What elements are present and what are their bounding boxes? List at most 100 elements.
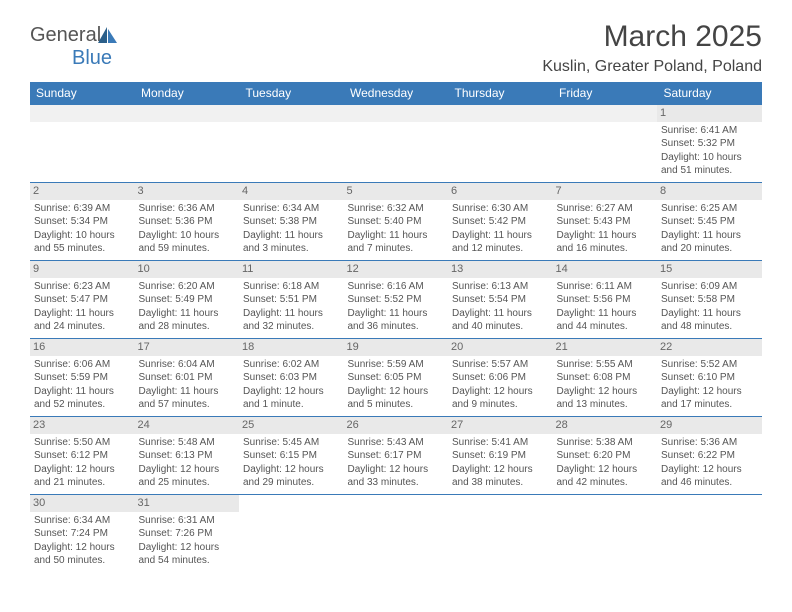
logo: General Blue [30,24,119,70]
calendar-table: Sunday Monday Tuesday Wednesday Thursday… [30,82,762,573]
calendar-cell [239,105,344,183]
logo-text-2: Blue [72,47,112,69]
sunrise-text: Sunrise: 6:36 AM [139,202,236,216]
col-thursday: Thursday [448,82,553,105]
daylight-text: Daylight: 10 hours and 51 minutes. [661,151,758,178]
calendar-week-row: 30 Sunrise: 6:34 AMSunset: 7:24 PM Dayligh… [30,495,762,573]
daylight-text: Daylight: 11 hours and 57 minutes. [139,385,236,412]
daylight-text: Daylight: 11 hours and 40 minutes. [452,307,549,334]
calendar-cell: 23Sunrise: 5:50 AMSunset: 6:12 PMDayligh… [30,417,135,495]
calendar-cell: 6Sunrise: 6:30 AMSunset: 5:42 PMDaylight… [448,183,553,261]
sunset-text: Sunset: 5:38 PM [243,215,340,229]
sunset-text: Sunset: 6:19 PM [452,449,549,463]
day-number: 19 [344,339,449,356]
sunrise-text: Sunrise: 6:09 AM [661,280,758,294]
calendar-cell [239,495,344,573]
page-title: March 2025 [604,20,762,54]
calendar-cell: 24Sunrise: 5:48 AMSunset: 6:13 PMDayligh… [135,417,240,495]
day-number: 16 [30,339,135,356]
col-wednesday: Wednesday [344,82,449,105]
daylight-text: Daylight: 12 hours and 38 minutes. [452,463,549,490]
day-number: 30 [30,495,135,512]
day-number: 23 [30,417,135,434]
calendar-cell: 16Sunrise: 6:06 AMSunset: 5:59 PMDayligh… [30,339,135,417]
daylight-text: Daylight: 10 hours and 59 minutes. [139,229,236,256]
day-number: 1 [657,105,762,122]
calendar-cell [135,105,240,183]
day-number: 29 [657,417,762,434]
calendar-week-row: 2Sunrise: 6:39 AMSunset: 5:34 PMDaylight… [30,183,762,261]
daylight-text: Daylight: 12 hours and 46 minutes. [661,463,758,490]
calendar-cell [344,495,449,573]
sunset-text: Sunset: 5:59 PM [34,371,131,385]
sunset-text: Sunset: 6:17 PM [348,449,445,463]
daylight-text: Daylight: 12 hours and 25 minutes. [139,463,236,490]
day-number: 8 [657,183,762,200]
day-number: 3 [135,183,240,200]
daylight-text: Daylight: 11 hours and 3 minutes. [243,229,340,256]
day-number: 26 [344,417,449,434]
calendar-cell: 19Sunrise: 5:59 AMSunset: 6:05 PMDayligh… [344,339,449,417]
calendar-cell: 11Sunrise: 6:18 AMSunset: 5:51 PMDayligh… [239,261,344,339]
day-number: 11 [239,261,344,278]
logo-sail-icon [97,26,119,44]
calendar-cell: 3Sunrise: 6:36 AMSunset: 5:36 PMDaylight… [135,183,240,261]
calendar-cell: 10Sunrise: 6:20 AMSunset: 5:49 PMDayligh… [135,261,240,339]
day-number-empty [553,105,658,122]
daylight-text: Daylight: 11 hours and 12 minutes. [452,229,549,256]
sunrise-text: Sunrise: 5:55 AM [557,358,654,372]
sunset-text: Sunset: 5:54 PM [452,293,549,307]
sunrise-text: Sunrise: 6:34 AM [34,514,131,528]
day-number: 14 [553,261,658,278]
calendar-cell [553,495,658,573]
daylight-text: Daylight: 12 hours and 21 minutes. [34,463,131,490]
daylight-text: Daylight: 11 hours and 16 minutes. [557,229,654,256]
calendar-cell: 27Sunrise: 5:41 AMSunset: 6:19 PMDayligh… [448,417,553,495]
calendar-cell: 1Sunrise: 6:41 AMSunset: 5:32 PMDaylight… [657,105,762,183]
day-number: 6 [448,183,553,200]
daylight-text: Daylight: 12 hours and 13 minutes. [557,385,654,412]
calendar-week-row: 16 Sunrise: 6:06 AMSunset: 5:59 PM Dayligh… [30,339,762,417]
sunrise-text: Sunrise: 6:25 AM [661,202,758,216]
day-number: 17 [135,339,240,356]
day-number-empty [344,105,449,122]
calendar-cell: 9Sunrise: 6:23 AMSunset: 5:47 PMDaylight… [30,261,135,339]
day-number: 10 [135,261,240,278]
daylight-text: Daylight: 11 hours and 20 minutes. [661,229,758,256]
calendar-cell: 5Sunrise: 6:32 AMSunset: 5:40 PMDaylight… [344,183,449,261]
daylight-text: Daylight: 12 hours and 33 minutes. [348,463,445,490]
sunrise-text: Sunrise: 6:18 AM [243,280,340,294]
sunset-text: Sunset: 6:03 PM [243,371,340,385]
calendar-cell: 31Sunrise: 6:31 AMSunset: 7:26 PMDayligh… [135,495,240,573]
calendar-cell [344,105,449,183]
col-friday: Friday [553,82,658,105]
sunrise-text: Sunrise: 5:43 AM [348,436,445,450]
sunset-text: Sunset: 7:26 PM [139,527,236,541]
day-number-empty [30,105,135,122]
sunrise-text: Sunrise: 6:30 AM [452,202,549,216]
sunset-text: Sunset: 5:40 PM [348,215,445,229]
day-number: 28 [553,417,658,434]
calendar-cell: 20Sunrise: 5:57 AMSunset: 6:06 PMDayligh… [448,339,553,417]
sunset-text: Sunset: 5:32 PM [661,137,758,151]
sunrise-text: Sunrise: 6:34 AM [243,202,340,216]
daylight-text: Daylight: 12 hours and 17 minutes. [661,385,758,412]
sunset-text: Sunset: 7:24 PM [34,527,131,541]
sunset-text: Sunset: 5:47 PM [34,293,131,307]
calendar-cell: 26 Sunrise: 5:43 AMSunset: 6:17 PMDayligh… [344,417,449,495]
sunrise-text: Sunrise: 6:04 AM [139,358,236,372]
calendar-week-row: 1Sunrise: 6:41 AMSunset: 5:32 PMDaylight… [30,105,762,183]
sunset-text: Sunset: 5:34 PM [34,215,131,229]
day-number: 7 [553,183,658,200]
sunrise-text: Sunrise: 6:20 AM [139,280,236,294]
day-number-empty [239,105,344,122]
sunset-text: Sunset: 6:05 PM [348,371,445,385]
daylight-text: Daylight: 11 hours and 32 minutes. [243,307,340,334]
sunrise-text: Sunrise: 6:31 AM [139,514,236,528]
day-number-empty [448,105,553,122]
calendar-week-row: 23Sunrise: 5:50 AMSunset: 6:12 PMDayligh… [30,417,762,495]
calendar-cell: 8Sunrise: 6:25 AMSunset: 5:45 PMDaylight… [657,183,762,261]
daylight-text: Daylight: 12 hours and 54 minutes. [139,541,236,568]
calendar-cell: 14Sunrise: 6:11 AMSunset: 5:56 PMDayligh… [553,261,658,339]
sunrise-text: Sunrise: 6:06 AM [34,358,131,372]
